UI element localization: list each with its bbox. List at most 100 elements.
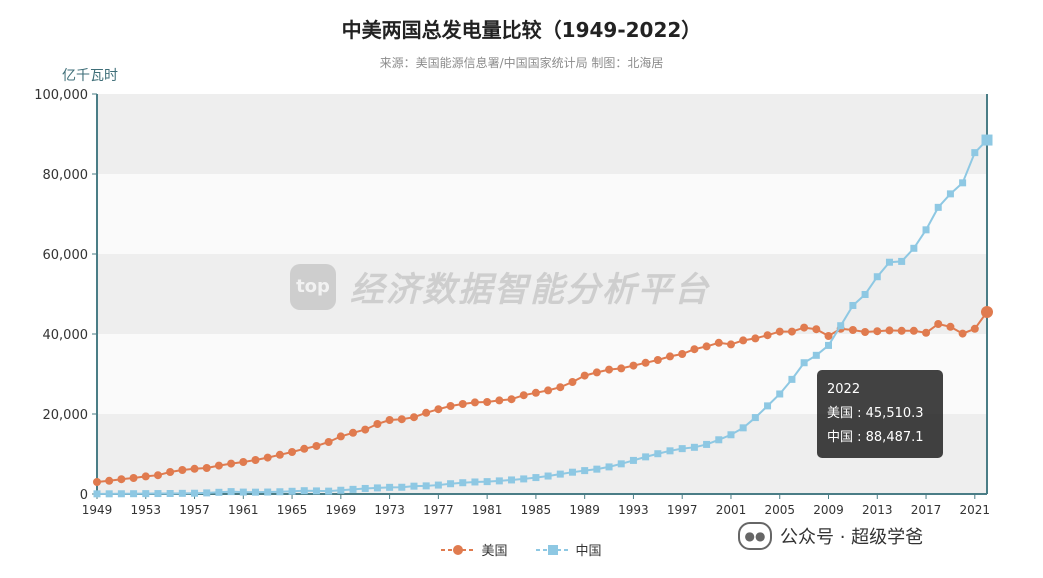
data-point-1 <box>227 488 235 496</box>
legend-item-china[interactable]: 中国 <box>535 540 602 559</box>
data-point-0 <box>202 464 211 472</box>
data-point-0 <box>812 325 821 334</box>
data-point-0 <box>897 326 906 335</box>
data-point-0 <box>153 471 162 480</box>
data-point-0 <box>531 388 540 397</box>
data-point-0 <box>166 468 175 476</box>
data-point-1 <box>105 490 113 498</box>
data-point-1 <box>276 488 284 496</box>
data-point-1 <box>800 359 808 367</box>
data-point-0 <box>288 448 297 456</box>
data-point-1 <box>946 190 954 198</box>
data-point-0 <box>629 361 638 370</box>
x-tick-label: 1985 <box>521 503 552 517</box>
data-point-0 <box>178 466 187 474</box>
x-tick-label: 2017 <box>911 503 942 517</box>
data-point-0 <box>556 383 565 392</box>
data-point-0 <box>214 461 223 470</box>
data-point-1 <box>520 475 528 483</box>
x-tick-label: 2001 <box>716 503 747 517</box>
legend-marker-usa <box>441 544 476 555</box>
x-tick-label: 1973 <box>374 503 405 517</box>
data-point-1 <box>690 443 698 451</box>
data-point-0 <box>580 371 589 380</box>
data-point-1 <box>532 474 540 482</box>
data-point-1 <box>629 456 637 464</box>
data-point-1 <box>361 484 369 492</box>
data-point-0 <box>129 474 138 482</box>
data-point-1 <box>703 440 711 448</box>
chart-title: 中美两国总发电量比较（1949-2022） <box>341 18 702 42</box>
data-point-1 <box>861 290 869 298</box>
y-tick-label: 40,000 <box>43 328 89 343</box>
data-point-1 <box>654 450 662 458</box>
watermark: top 经济数据智能分析平台 <box>290 262 710 311</box>
data-point-0 <box>946 322 955 331</box>
data-point-0 <box>934 320 943 328</box>
tooltip-year: 2022 <box>827 382 861 397</box>
watermark-text: 经济数据智能分析平台 <box>350 270 710 310</box>
highlight-point-0 <box>981 305 993 318</box>
legend-label-china: 中国 <box>575 544 602 559</box>
x-tick-label: 1981 <box>472 503 503 517</box>
data-point-0 <box>422 408 431 417</box>
data-point-1 <box>605 463 613 471</box>
data-point-1 <box>373 484 381 492</box>
data-point-1 <box>410 482 418 490</box>
data-point-0 <box>922 328 931 337</box>
data-point-1 <box>910 244 918 252</box>
x-tick-label: 1957 <box>179 503 210 517</box>
data-point-1 <box>251 488 259 496</box>
data-point-0 <box>385 416 394 424</box>
data-point-0 <box>251 456 260 464</box>
x-tick-label: 2013 <box>862 503 893 517</box>
data-point-0 <box>409 413 418 422</box>
data-point-0 <box>275 450 284 459</box>
y-axis-label: 亿千瓦时 <box>62 68 118 84</box>
data-point-1 <box>581 467 589 475</box>
data-point-0 <box>519 391 528 400</box>
data-point-0 <box>544 386 553 395</box>
data-point-0 <box>458 400 467 408</box>
data-point-1 <box>776 390 784 398</box>
data-point-1 <box>678 445 686 453</box>
data-point-1 <box>971 149 979 157</box>
data-point-0 <box>873 327 882 336</box>
data-point-0 <box>483 398 492 406</box>
data-point-1 <box>898 257 906 265</box>
data-point-1 <box>764 402 772 410</box>
data-point-1 <box>837 322 845 330</box>
data-point-1 <box>459 479 467 487</box>
wechat-icon: ●● <box>738 522 772 550</box>
legend-item-usa[interactable]: 美国 <box>441 540 508 559</box>
y-tick-label: 60,000 <box>43 248 89 263</box>
data-point-1 <box>300 487 308 495</box>
data-point-0 <box>885 326 894 335</box>
x-tick-label: 1949 <box>82 503 113 517</box>
data-point-1 <box>398 483 406 491</box>
data-point-1 <box>239 488 247 496</box>
data-point-1 <box>154 490 162 498</box>
data-point-0 <box>763 331 772 340</box>
data-point-1 <box>873 273 881 281</box>
data-point-0 <box>568 378 577 386</box>
chart-legend: 美国 中国 <box>0 540 1043 559</box>
chart-subtitle: 来源：美国能源信息署/中国国家统计局 制图：北海居 <box>379 56 664 70</box>
chart-tooltip: 2022 美国 : 45,510.3 中国 : 88,487.1 <box>817 370 943 458</box>
data-point-1 <box>434 481 442 489</box>
data-point-1 <box>666 447 674 455</box>
data-point-1 <box>312 487 320 495</box>
data-point-0 <box>605 365 614 374</box>
data-point-0 <box>861 328 870 336</box>
data-point-1 <box>508 476 516 484</box>
data-point-0 <box>726 340 735 349</box>
x-tick-label: 1953 <box>130 503 161 517</box>
watermark-logo: top <box>290 263 336 310</box>
data-point-1 <box>471 478 479 486</box>
data-point-0 <box>397 415 406 424</box>
data-point-1 <box>922 226 930 234</box>
data-point-1 <box>544 472 552 480</box>
data-point-0 <box>336 432 345 441</box>
data-point-1 <box>93 490 101 498</box>
data-point-0 <box>958 329 967 338</box>
